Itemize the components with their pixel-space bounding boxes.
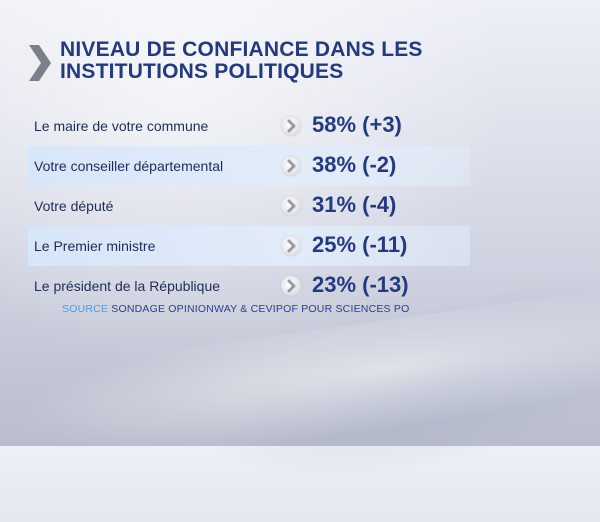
source-text: SONDAGE OPINIONWAY & CEVIPOF POUR SCIENC…: [111, 303, 410, 315]
list-item: Le maire de votre commune 58% (+3): [28, 106, 470, 146]
list-item: Votre député 31% (-4): [28, 186, 470, 226]
confidence-value: 25% (-11): [312, 232, 408, 257]
source-label: SOURCE: [62, 303, 109, 315]
arrow-right-icon: [281, 116, 301, 136]
arrow-right-icon: [281, 276, 301, 296]
source-caption: SOURCE SONDAGE OPINIONWAY & CEVIPOF POUR…: [62, 303, 409, 315]
title-line-1: NIVEAU DE CONFIANCE DANS LES: [60, 38, 423, 61]
confidence-value: 38% (-2): [312, 152, 397, 177]
institution-label: Votre conseiller départemental: [34, 158, 224, 174]
confidence-list: Le maire de votre commune 58% (+3) Votre…: [28, 106, 470, 306]
chevron-right-icon: [29, 45, 51, 81]
page-title: NIVEAU DE CONFIANCE DANS LES INSTITUTION…: [60, 39, 423, 83]
institution-label: Le Premier ministre: [34, 238, 156, 254]
institution-label: Le maire de votre commune: [34, 118, 209, 134]
confidence-value: 58% (+3): [312, 112, 402, 137]
confidence-value: 23% (-13): [312, 272, 409, 297]
confidence-value: 31% (-4): [312, 192, 397, 217]
list-item: Le président de la République 23% (-13): [28, 266, 470, 306]
arrow-right-icon: [281, 156, 301, 176]
list-item: Votre conseiller départemental 38% (-2): [28, 146, 470, 186]
list-item: Le Premier ministre 25% (-11): [28, 226, 470, 266]
institution-label: Votre député: [34, 198, 114, 214]
arrow-right-icon: [281, 196, 301, 216]
arrow-right-icon: [281, 236, 301, 256]
institution-label: Le président de la République: [34, 278, 221, 294]
title-line-2: INSTITUTIONS POLITIQUES: [60, 60, 344, 83]
